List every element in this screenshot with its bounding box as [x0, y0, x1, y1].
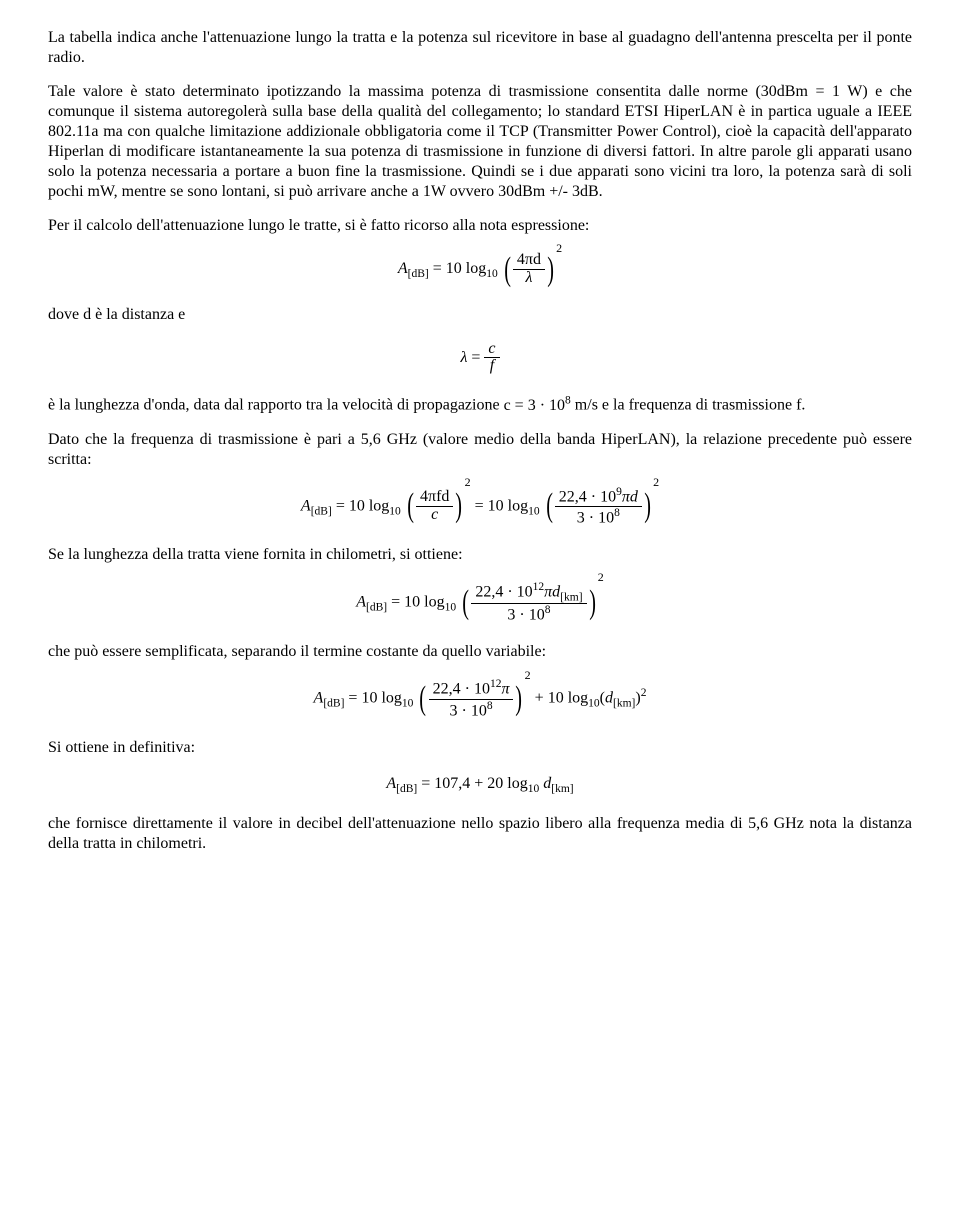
- paragraph-5: è la lunghezza d'onda, data dal rapporto…: [48, 393, 912, 415]
- paragraph-2: Tale valore è stato determinato ipotizza…: [48, 82, 912, 202]
- formula-6: A[dB] = 107,4 + 20 log10 d[km]: [48, 774, 912, 797]
- formula-3: A[dB] = 10 log10 (4πfdc) 2 = 10 log10 (2…: [48, 486, 912, 527]
- paragraph-7: Se la lunghezza della tratta viene forni…: [48, 545, 912, 565]
- paragraph-6: Dato che la frequenza di trasmissione è …: [48, 430, 912, 470]
- formula-2: λ = cf: [48, 341, 912, 376]
- paragraph-4: dove d è la distanza e: [48, 305, 912, 325]
- paragraph-10: che fornisce direttamente il valore in d…: [48, 814, 912, 854]
- formula-4: A[dB] = 10 log10 (22,4 · 1012πd[km]3 · 1…: [48, 581, 912, 625]
- paragraph-1: La tabella indica anche l'attenuazione l…: [48, 28, 912, 68]
- formula-5: A[dB] = 10 log10 (22,4 · 1012π3 · 108) 2…: [48, 678, 912, 719]
- paragraph-8: che può essere semplificata, separando i…: [48, 642, 912, 662]
- formula-1: A[dB] = 10 log10 (4πdλ) 2: [48, 252, 912, 287]
- paragraph-3: Per il calcolo dell'attenuazione lungo l…: [48, 216, 912, 236]
- paragraph-9: Si ottiene in definitiva:: [48, 738, 912, 758]
